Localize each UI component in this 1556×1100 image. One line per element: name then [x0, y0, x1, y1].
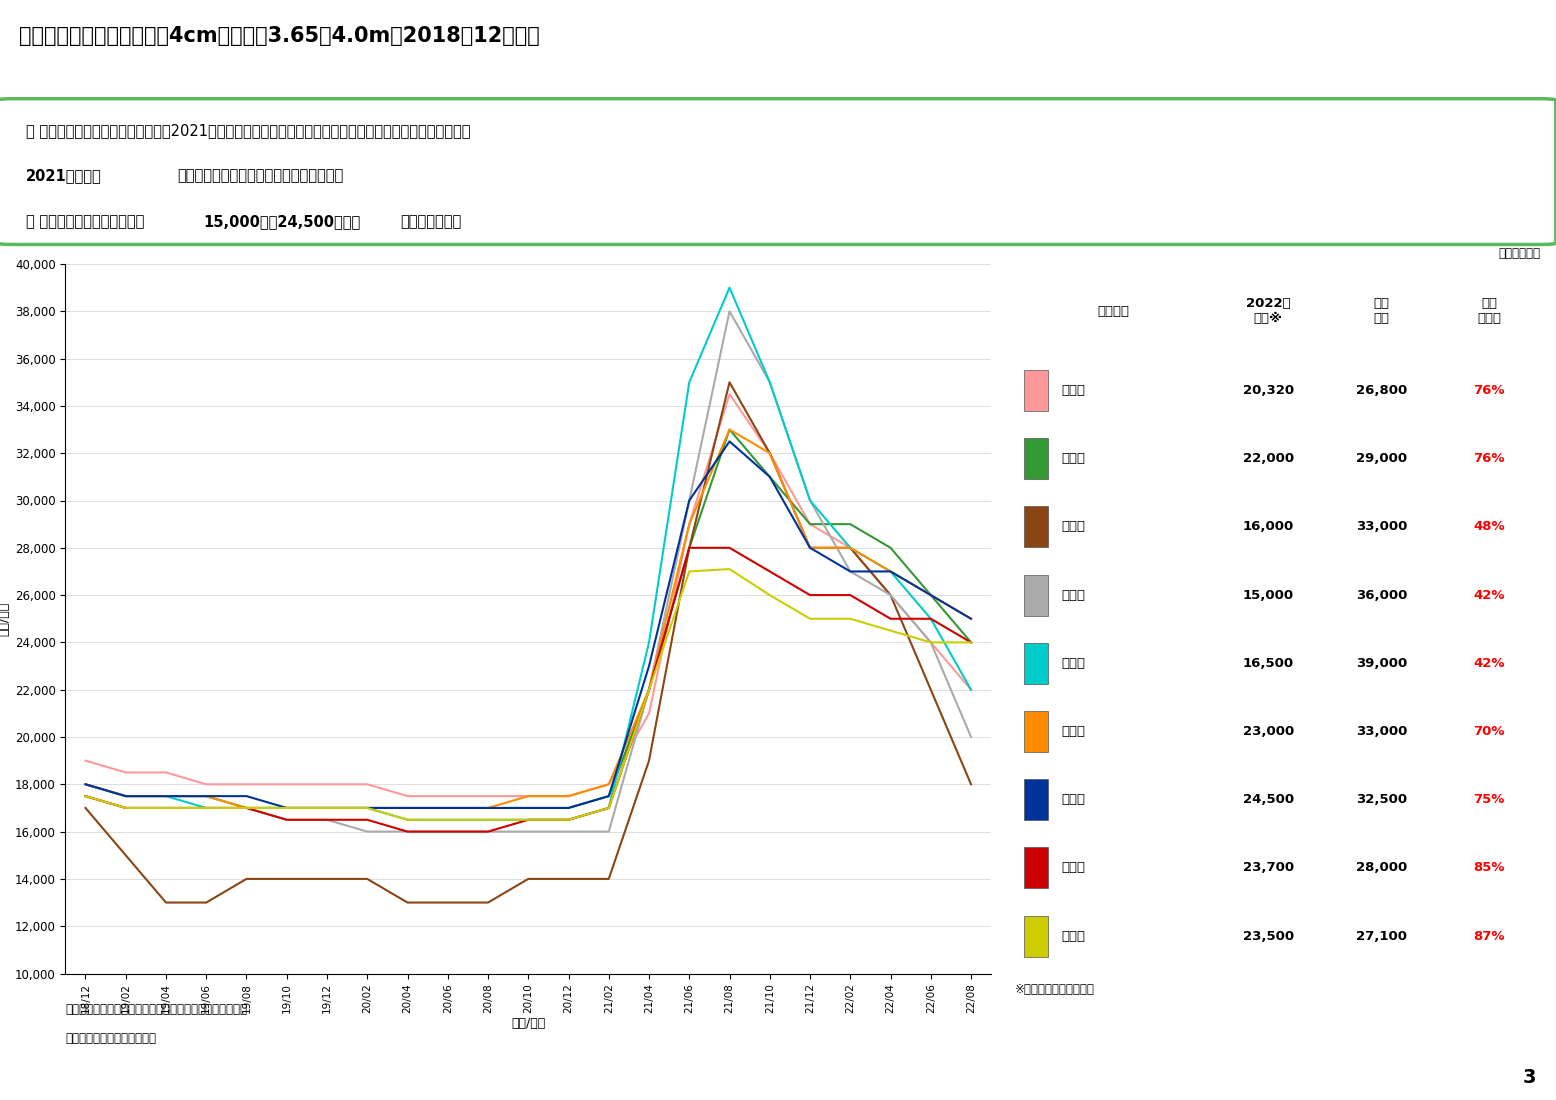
FancyBboxPatch shape	[0, 99, 1556, 244]
Bar	[1024, 847, 1049, 889]
Bar	[1024, 438, 1049, 480]
Text: （単位：円）: （単位：円）	[1498, 246, 1540, 260]
Text: 愛媛県: 愛媛県	[1061, 725, 1086, 738]
Text: 広島県: 広島県	[1061, 657, 1086, 670]
Text: 48%: 48%	[1474, 520, 1505, 534]
Text: イ　ヒノキ（全国）　　彲4cm程度、镵3.65～4.0m（2018帔12月～）: イ ヒノキ（全国） 彲4cm程度、镵3.65～4.0m（2018帔12月～）	[19, 25, 540, 46]
Text: 39,000: 39,000	[1355, 657, 1407, 670]
X-axis label: （年/月）: （年/月）	[510, 1018, 546, 1031]
Text: 24,500: 24,500	[1243, 793, 1295, 806]
Text: 23,000: 23,000	[1243, 725, 1295, 738]
Bar	[1024, 506, 1049, 548]
Text: 26,800: 26,800	[1355, 384, 1407, 397]
Text: 2021年３月以: 2021年３月以	[26, 168, 103, 184]
Text: 76%: 76%	[1474, 452, 1505, 465]
Text: 28,000: 28,000	[1355, 861, 1407, 875]
Text: 前年
同期: 前年 同期	[1374, 297, 1390, 326]
Bar	[1024, 642, 1049, 684]
Text: 15,000: 15,000	[1243, 588, 1295, 602]
Text: 16,000: 16,000	[1243, 520, 1295, 534]
Text: 16,500: 16,500	[1243, 657, 1295, 670]
Text: 2022年
直近※: 2022年 直近※	[1246, 297, 1290, 326]
Y-axis label: （円/㎥）: （円/㎥）	[0, 602, 11, 636]
Text: 22,000: 22,000	[1243, 452, 1295, 465]
Text: 注：都道府県が選定した特定の原木市場・共販所の価格。: 注：都道府県が選定した特定の原木市場・共販所の価格。	[65, 1003, 247, 1016]
Text: 85%: 85%	[1474, 861, 1505, 875]
Text: ・ 直近のヒノキ原木価格は、: ・ 直近のヒノキ原木価格は、	[26, 214, 145, 229]
Text: 42%: 42%	[1474, 588, 1505, 602]
Text: 静岡県: 静岡県	[1061, 452, 1086, 465]
Text: 3: 3	[1522, 1068, 1536, 1087]
Text: 20,320: 20,320	[1243, 384, 1295, 397]
Text: 23,700: 23,700	[1243, 861, 1295, 875]
Text: 都道府県: 都道府県	[1097, 305, 1130, 318]
Text: 15,000円～24,500円／㎥: 15,000円～24,500円／㎥	[202, 214, 361, 229]
Text: 36,000: 36,000	[1355, 588, 1407, 602]
Text: 32,500: 32,500	[1355, 793, 1407, 806]
Text: 前と比較すると全般的に高い水準で推移。: 前と比較すると全般的に高い水準で推移。	[177, 168, 344, 184]
Bar	[1024, 915, 1049, 957]
Text: 33,000: 33,000	[1355, 725, 1407, 738]
Bar	[1024, 370, 1049, 411]
Text: 87%: 87%	[1474, 930, 1505, 943]
Text: 岡山県: 岡山県	[1061, 588, 1086, 602]
Text: 29,000: 29,000	[1355, 452, 1407, 465]
Text: ・ ヒノキにおいてもスギと同様に、2021年４月以降、価格が大きく上昇。その後下落傾向に転じているが、: ・ ヒノキにおいてもスギと同様に、2021年４月以降、価格が大きく上昇。その後下…	[26, 123, 471, 138]
Bar	[1024, 574, 1049, 616]
Text: 兵庫県: 兵庫県	[1061, 520, 1086, 534]
Text: 33,000: 33,000	[1355, 520, 1407, 534]
Text: 高知県: 高知県	[1061, 793, 1086, 806]
Text: 76%: 76%	[1474, 384, 1505, 397]
Text: 栃木県: 栃木県	[1061, 384, 1086, 397]
Text: 75%: 75%	[1474, 793, 1505, 806]
Text: ※各県８月の値を使用。: ※各県８月の値を使用。	[1015, 983, 1094, 997]
Text: 前年
同期比: 前年 同期比	[1477, 297, 1502, 326]
Text: 70%: 70%	[1474, 725, 1505, 738]
Text: となっている。: となっている。	[400, 214, 461, 229]
Text: 23,500: 23,500	[1243, 930, 1295, 943]
Bar	[1024, 711, 1049, 752]
Text: 資料：林野庁木材産業課調べ: 資料：林野庁木材産業課調べ	[65, 1032, 156, 1045]
Text: 27,100: 27,100	[1355, 930, 1407, 943]
Bar	[1024, 779, 1049, 821]
Text: 熊本県: 熊本県	[1061, 861, 1086, 875]
Text: 42%: 42%	[1474, 657, 1505, 670]
Text: 大分県: 大分県	[1061, 930, 1086, 943]
